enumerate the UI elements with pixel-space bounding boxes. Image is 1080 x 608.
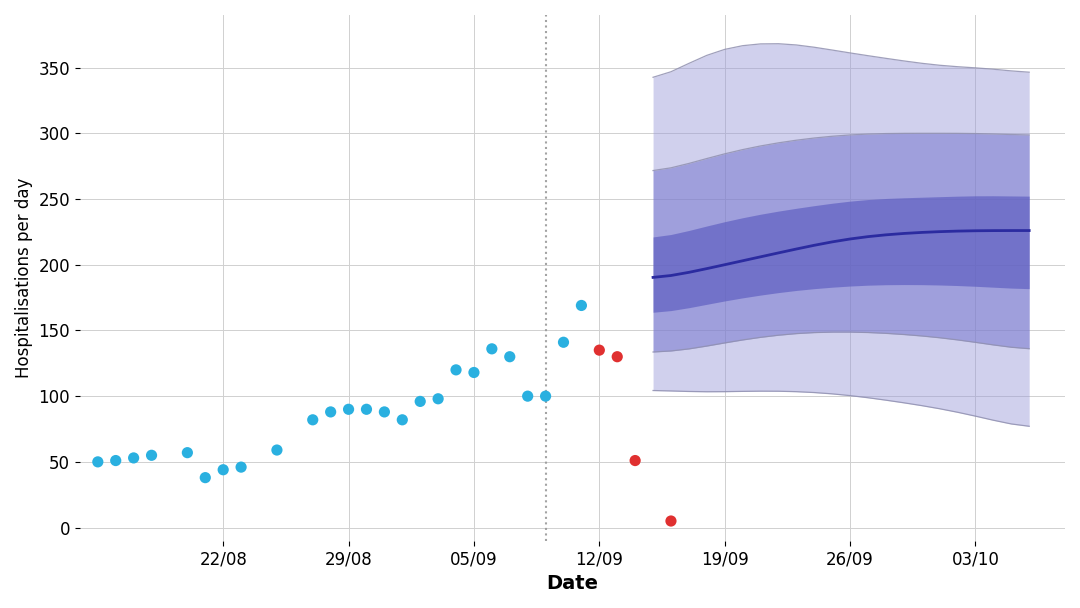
Point: [501, 352, 518, 362]
Point: [519, 392, 537, 401]
Point: [626, 455, 644, 465]
X-axis label: Date: Date: [546, 574, 598, 593]
Point: [393, 415, 410, 424]
Point: [268, 445, 285, 455]
Point: [340, 404, 357, 414]
Point: [322, 407, 339, 417]
Point: [555, 337, 572, 347]
Point: [90, 457, 107, 467]
Point: [662, 516, 679, 526]
Point: [537, 392, 554, 401]
Point: [609, 352, 626, 362]
Point: [143, 451, 160, 460]
Point: [197, 473, 214, 483]
Point: [483, 344, 500, 354]
Point: [215, 465, 232, 475]
Point: [125, 453, 143, 463]
Point: [411, 396, 429, 406]
Point: [376, 407, 393, 417]
Point: [447, 365, 464, 375]
Point: [357, 404, 375, 414]
Point: [572, 300, 590, 310]
Point: [305, 415, 322, 424]
Point: [591, 345, 608, 355]
Y-axis label: Hospitalisations per day: Hospitalisations per day: [15, 178, 33, 378]
Point: [465, 368, 483, 378]
Point: [232, 462, 249, 472]
Point: [107, 455, 124, 465]
Point: [430, 394, 447, 404]
Point: [178, 448, 195, 458]
